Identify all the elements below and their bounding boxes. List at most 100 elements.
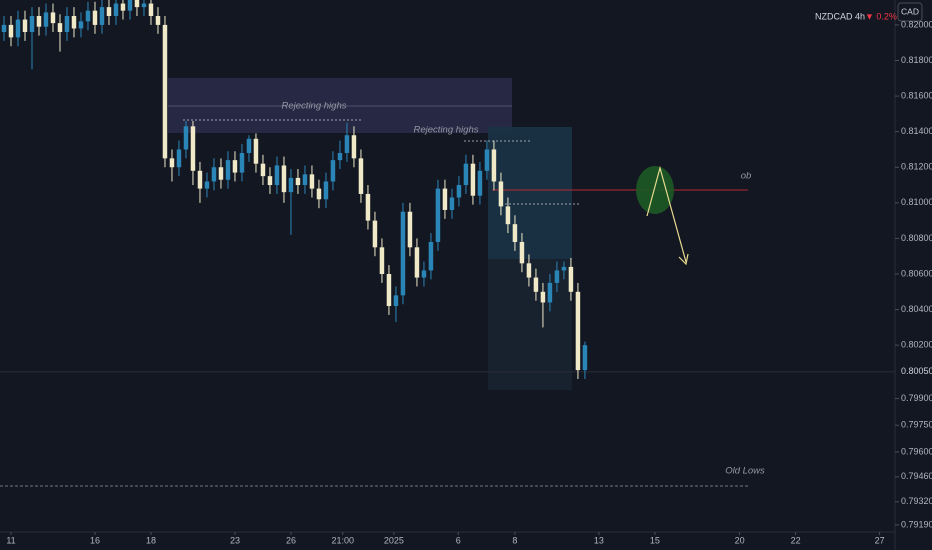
symbol: NZDCAD 4h	[815, 11, 865, 21]
x-tick-label: 21:00	[331, 535, 354, 545]
candle-body	[547, 282, 553, 303]
annotation: Rejecting highs	[414, 125, 479, 136]
candle-body	[85, 10, 91, 22]
ob-circle	[636, 166, 674, 214]
candle-body	[43, 12, 49, 27]
candle-body	[526, 263, 532, 278]
candle-body	[561, 266, 567, 271]
x-tick-label: 22	[791, 535, 801, 545]
y-tick-label: 0.79600	[901, 446, 932, 456]
candle-body	[239, 153, 245, 173]
candle-body	[309, 174, 315, 189]
x-tick-label: 20	[735, 535, 745, 545]
candle-body	[162, 24, 168, 159]
y-tick-label: 0.79460	[901, 471, 932, 481]
currency-box[interactable]	[897, 2, 923, 22]
y-tick-label: 0.81400	[901, 126, 932, 136]
candle-body	[274, 165, 280, 186]
candle-body	[442, 188, 448, 210]
candle-body	[414, 247, 420, 278]
candle-body	[50, 12, 56, 24]
x-tick-label: 23	[230, 535, 240, 545]
candle-body	[113, 3, 119, 17]
candle-body	[218, 167, 224, 180]
zones	[0, 78, 748, 487]
x-tick-label: 16	[90, 535, 100, 545]
candle-body	[316, 188, 322, 200]
candle-body	[337, 153, 343, 161]
annotation: Rejecting highs	[282, 101, 347, 112]
candle-body	[463, 163, 469, 186]
projection-arrow	[646, 165, 687, 263]
candle-body	[372, 220, 378, 248]
y-tick-label: 0.82000	[901, 19, 932, 29]
y-tick-label: 0.79320	[901, 496, 932, 506]
x-tick-label: 8	[512, 535, 517, 545]
y-tick-label: 0.81600	[901, 90, 932, 100]
candle-body	[92, 10, 98, 25]
candle-body	[22, 19, 28, 33]
candle-body	[211, 167, 217, 182]
candle-body	[155, 16, 161, 25]
y-tick-label: 0.80400	[901, 304, 932, 314]
x-tick-label: 27	[875, 535, 885, 545]
candle-body	[1, 24, 7, 33]
candle-body	[190, 126, 196, 171]
candle-body	[393, 295, 399, 307]
candle-body	[204, 181, 210, 189]
y-tick-label: 0.79190	[901, 519, 932, 529]
candle-body	[302, 174, 308, 186]
candle-body	[386, 274, 392, 307]
candle-body	[148, 3, 154, 17]
candle-body	[505, 206, 511, 225]
candle-body	[344, 135, 350, 154]
candle-body	[470, 163, 476, 196]
candle-body	[379, 247, 385, 275]
candles	[1, 0, 588, 379]
candle-body	[582, 345, 588, 371]
candle-body	[568, 266, 574, 292]
candle-body	[57, 23, 63, 33]
candle-body	[295, 177, 301, 186]
last-price-label: 0.80050	[901, 366, 932, 376]
candle-body	[421, 270, 427, 278]
annotation: Old Lows	[725, 466, 765, 477]
annotation: ob	[741, 171, 752, 182]
candle-body	[428, 241, 434, 271]
y-tick-label: 0.81200	[901, 162, 932, 172]
currency[interactable]: CAD	[901, 6, 919, 16]
candle-body	[512, 224, 518, 242]
stop-zone	[488, 259, 572, 390]
candle-body	[540, 291, 546, 303]
candle-body	[232, 160, 238, 173]
arrow-head	[678, 253, 689, 266]
candle-body	[134, 0, 140, 8]
candle-body	[575, 291, 581, 371]
candle-body	[554, 270, 560, 283]
candle-body	[400, 211, 406, 296]
candle-body	[246, 138, 252, 154]
candle-body	[225, 160, 231, 180]
candle-body	[519, 241, 525, 264]
x-tick-label: 13	[594, 535, 604, 545]
candle-body	[456, 185, 462, 198]
candle-body	[176, 149, 182, 168]
candle-body	[29, 16, 35, 33]
candle-body	[498, 181, 504, 207]
candle-body	[533, 277, 539, 292]
candle-body	[449, 197, 455, 210]
candle-body	[358, 158, 364, 194]
candle-body	[365, 193, 371, 221]
candle-body	[281, 165, 287, 193]
candle-body	[64, 16, 70, 33]
y-tick-label: 0.80800	[901, 233, 932, 243]
y-tick-label: 0.81800	[901, 55, 932, 65]
x-tick-label: 26	[286, 535, 296, 545]
candle-body	[407, 211, 413, 248]
candle-body	[484, 149, 490, 171]
x-tick-label: 18	[146, 535, 156, 545]
candle-body	[260, 163, 266, 177]
candle-body	[120, 3, 126, 11]
candle-body	[288, 177, 294, 193]
